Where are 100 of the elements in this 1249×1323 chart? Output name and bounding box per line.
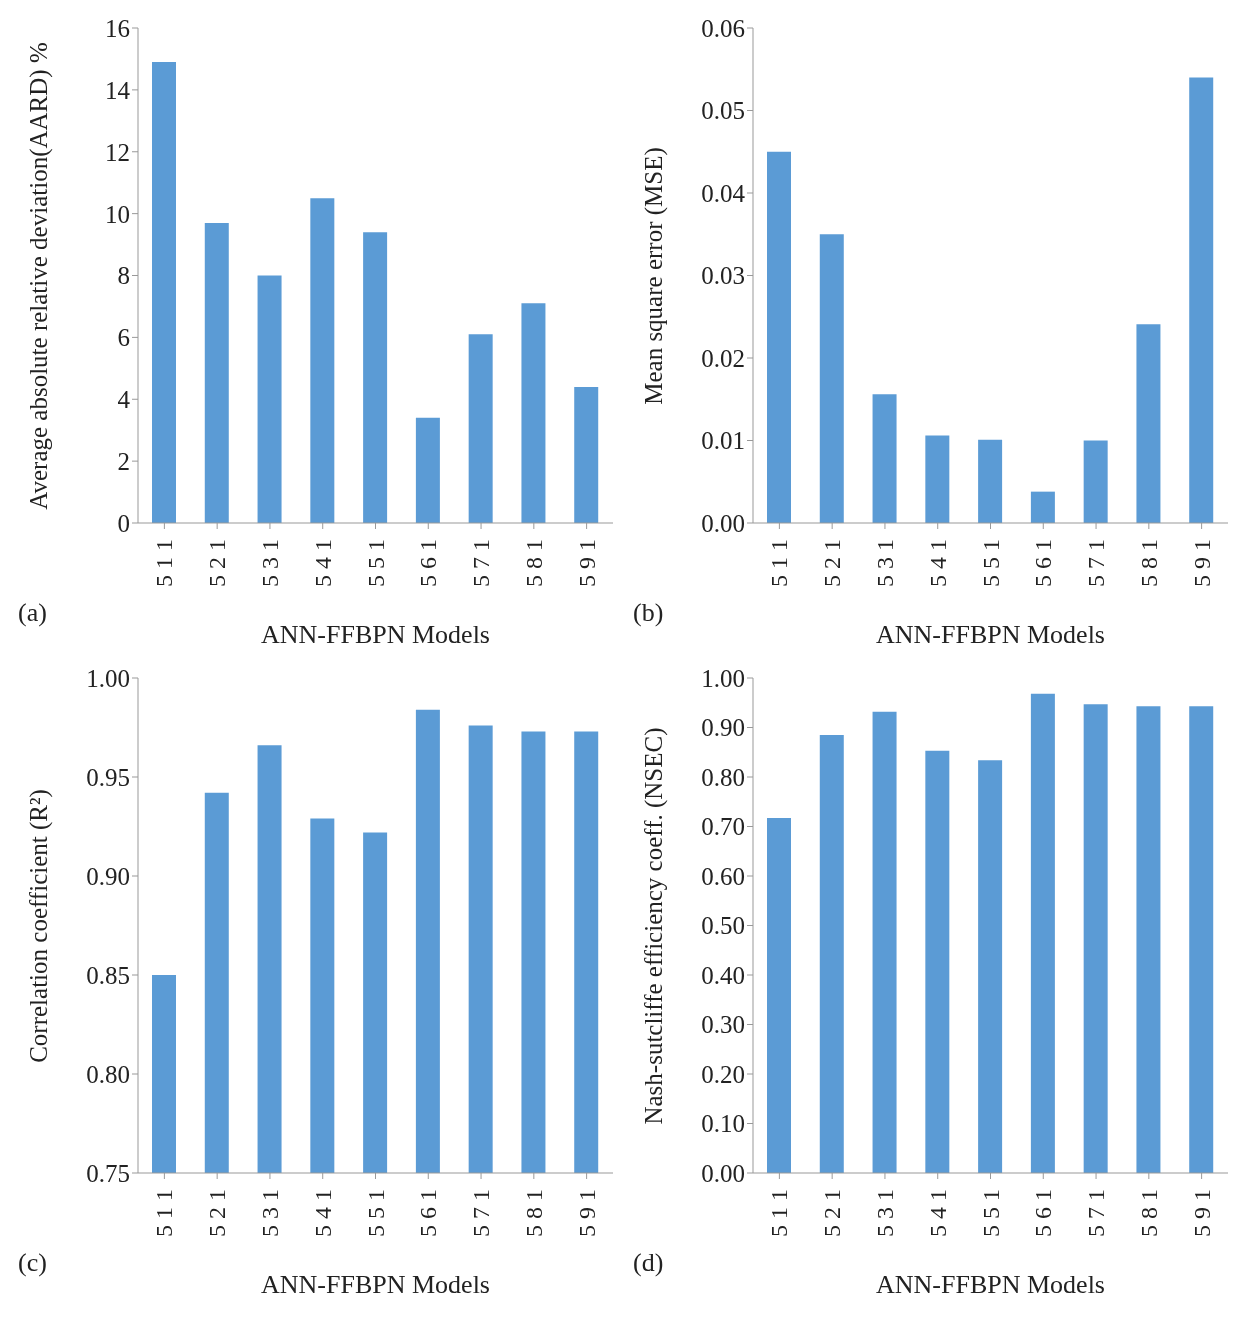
x-tick-label: 5 3 1 [871,1189,898,1237]
y-tick-label: 10 [105,200,130,228]
bar [767,818,791,1173]
y-tick-label: 14 [105,76,131,104]
bar [819,734,844,1173]
x-tick-label: 5 5 1 [362,1189,389,1237]
x-tick-label: 5 1 1 [766,539,793,587]
bar [872,394,897,523]
bar [1189,706,1214,1173]
y-tick-label: 12 [105,138,130,166]
x-tick-label: 5 4 1 [924,1189,951,1237]
x-axis-title: ANN-FFBPN Models [875,620,1106,650]
bar [1030,693,1055,1173]
y-tick-label: 0.20 [701,1060,745,1088]
y-tick-label: 0.00 [701,1159,745,1187]
x-tick-label: 5 9 1 [573,1189,600,1237]
bar [872,711,897,1173]
y-tick-label: 0.80 [86,1060,130,1088]
y-tick-label: 6 [117,324,130,352]
y-tick-label: 0.30 [701,1011,745,1039]
y-tick-label: 1.00 [701,664,745,692]
y-tick-label: 4 [117,386,131,414]
bar [468,334,493,523]
x-tick-label: 5 8 1 [1135,1189,1162,1237]
x-tick-label: 5 1 1 [151,539,178,587]
y-tick-label: 0.03 [701,262,745,290]
bar [925,750,950,1173]
bar [257,275,282,523]
bar [819,234,844,523]
text: (d) [633,1248,664,1278]
x-tick-label: 5 2 1 [204,539,231,587]
x-tick-label: 5 7 1 [468,1189,495,1237]
y-axis-title: Mean square error (MSE) [639,145,667,407]
x-tick-label: 5 7 1 [1083,1189,1110,1237]
bar [1136,324,1161,523]
x-tick-label: 5 5 1 [362,539,389,587]
y-tick-label: 0.40 [701,961,745,989]
x-tick-label: 5 7 1 [468,539,495,587]
x-tick-label: 5 4 1 [924,539,951,587]
x-tick-label: 5 8 1 [520,539,547,587]
bar [1136,706,1161,1173]
y-tick-label: 2 [117,448,130,475]
y-tick-label: 8 [117,262,130,290]
bar [574,386,599,523]
y-tick-label: 0.00 [701,509,745,537]
x-tick-label: 5 9 1 [573,539,600,587]
text: (c) [18,1248,47,1278]
y-tick-label: 0 [117,509,130,537]
bar [204,222,229,523]
bar [1030,491,1055,523]
text: (a) [18,598,47,628]
x-axis-title: ANN-FFBPN Models [260,620,491,650]
x-tick-label: 5 3 1 [256,1189,283,1237]
y-tick-label: 0.02 [701,344,745,372]
x-tick-label: 5 3 1 [256,539,283,587]
x-tick-label: 5 1 1 [151,1189,178,1237]
x-tick-label: 5 2 1 [204,1189,231,1237]
y-tick-label: 0.95 [86,763,130,791]
bar [1083,704,1108,1173]
y-tick-label: 0.90 [701,714,745,742]
x-tick-label: 5 6 1 [1030,539,1057,587]
y-axis-title: Average absolute relative deviation(AARD) % [24,40,52,512]
x-tick-label: 5 9 1 [1188,539,1215,587]
x-tick-label: 5 1 1 [766,1189,793,1237]
x-tick-label: 5 9 1 [1188,1189,1215,1237]
x-tick-label: 5 8 1 [1135,539,1162,587]
x-axis-title: ANN-FFBPN Models [875,1270,1106,1300]
y-tick-label: 0.10 [701,1110,745,1138]
bar [521,303,546,523]
y-tick-label: 1.00 [86,664,130,692]
y-tick-label: 0.05 [701,97,745,125]
y-tick-label: 0.06 [701,14,745,42]
x-tick-label: 5 3 1 [871,539,898,587]
x-tick-label: 5 4 1 [309,1189,336,1237]
y-tick-label: 0.01 [701,427,745,455]
bar [1189,77,1214,523]
y-tick-label: 0.80 [701,763,745,791]
x-tick-label: 5 8 1 [520,1189,547,1237]
x-tick-label: 5 2 1 [819,539,846,587]
y-axis-title: Nash-sutcliffe efficiency coeff. (NSEC) [639,725,667,1127]
y-tick-label: 0.04 [701,179,746,207]
y-axis-title: Correlation coefficient (R²) [24,787,52,1065]
bar [978,760,1003,1173]
text: (b) [633,598,664,628]
bar [978,439,1003,523]
y-tick-label: 0.50 [701,912,745,940]
bar [152,62,176,523]
bar [767,151,791,523]
bar [310,198,335,523]
x-tick-label: 5 5 1 [977,1189,1004,1237]
y-tick-label: 0.70 [701,813,745,841]
x-tick-label: 5 6 1 [415,1189,442,1237]
x-tick-label: 5 7 1 [1083,539,1110,587]
x-tick-label: 5 5 1 [977,539,1004,587]
y-tick-label: 16 [105,14,130,42]
x-tick-label: 5 6 1 [1030,1189,1057,1237]
x-tick-label: 5 4 1 [309,539,336,587]
bar [1083,440,1108,523]
bar [363,232,388,523]
y-tick-label: 0.90 [86,862,130,890]
